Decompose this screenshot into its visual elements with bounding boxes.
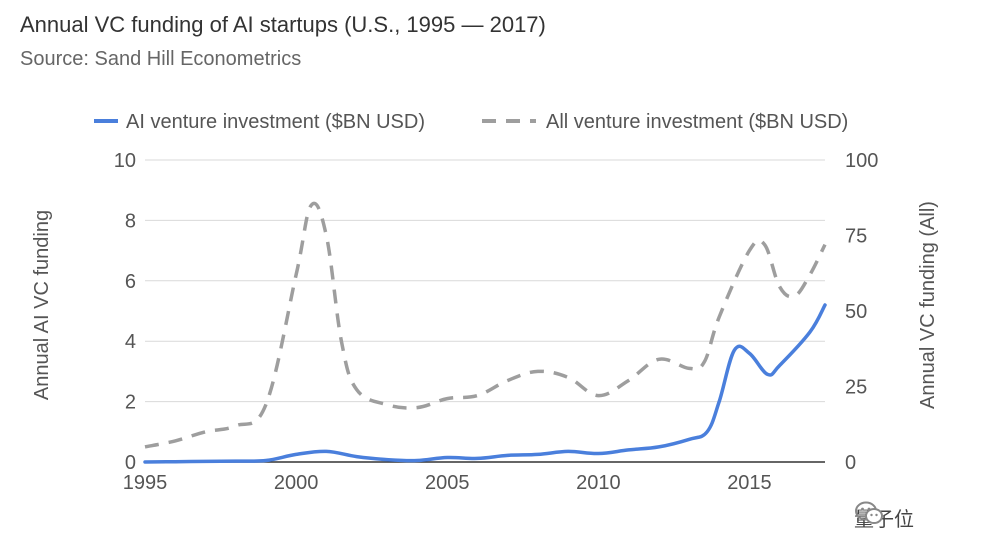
right-tick-label: 25	[845, 377, 867, 399]
left-tick-label: 6	[125, 271, 136, 293]
legend-all-label: All venture investment ($BN USD)	[546, 111, 848, 133]
legend: AI venture investment ($BN USD) All vent…	[94, 111, 848, 133]
left-axis-label: Annual AI VC funding	[31, 210, 53, 400]
x-tick-label: 2010	[576, 472, 621, 494]
x-tick-label: 1995	[123, 472, 168, 494]
left-tick-label: 10	[114, 150, 136, 172]
wechat-icon	[855, 501, 883, 524]
right-tick-label: 50	[845, 301, 867, 323]
x-tick-label: 2015	[727, 472, 772, 494]
chart-title: Annual VC funding of AI startups (U.S., …	[20, 12, 546, 37]
left-axis: 0 2 4 6 8 10	[114, 150, 136, 474]
right-axis: 0 25 50 75 100	[845, 150, 878, 474]
x-axis: 1995 2000 2005 2010 2015	[123, 472, 772, 494]
legend-ai-label: AI venture investment ($BN USD)	[126, 111, 425, 133]
watermark: 量子位	[854, 500, 914, 534]
left-tick-label: 4	[125, 331, 136, 353]
ai-investment-line	[143, 303, 827, 464]
left-tick-label: 8	[125, 210, 136, 232]
all-investment-line	[144, 201, 827, 449]
right-tick-label: 0	[845, 452, 856, 474]
right-tick-label: 75	[845, 226, 867, 248]
chart-subtitle: Source: Sand Hill Econometrics	[20, 48, 302, 70]
right-tick-label: 100	[845, 150, 878, 172]
x-tick-label: 2005	[425, 472, 470, 494]
left-tick-label: 2	[125, 392, 136, 414]
left-tick-label: 0	[125, 452, 136, 474]
series-layer	[143, 201, 827, 464]
x-tick-label: 2000	[274, 472, 319, 494]
right-axis-label: Annual VC funding (All)	[917, 201, 939, 409]
